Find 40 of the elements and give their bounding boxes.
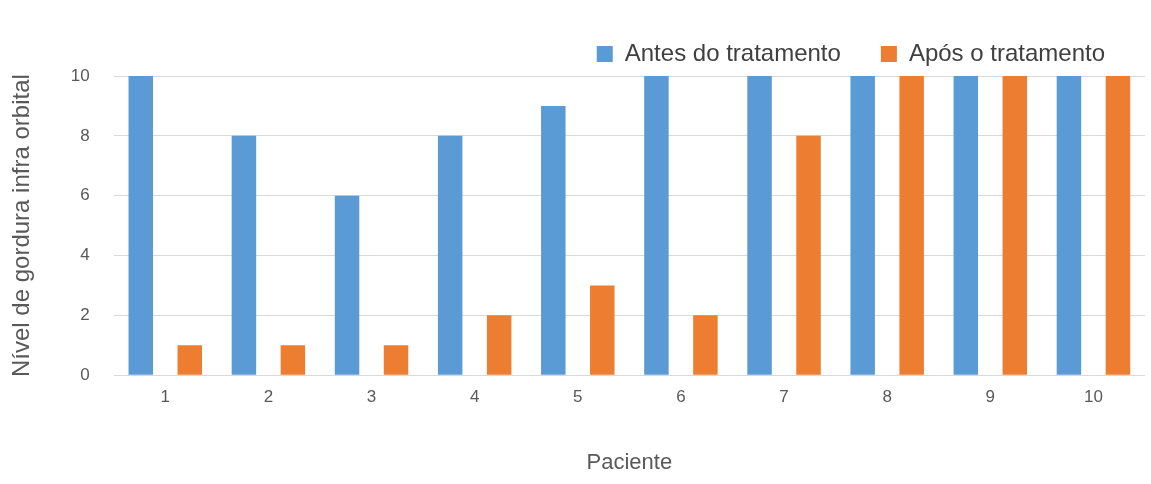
y-tick-label: 10 [70,65,90,85]
x-axis-title: Paciente [586,448,673,474]
bar [177,345,203,375]
x-tick-label: 7 [779,387,789,407]
x-tick-label: 9 [985,387,996,407]
x-tick-label: 5 [573,387,583,407]
legend-label: Antes do tratamento [624,38,841,66]
y-tick-label: 8 [80,125,90,145]
y-tick-label: 6 [80,185,90,205]
y-tick-label: 2 [80,305,90,325]
x-tick-label: 8 [882,387,892,407]
bar [1002,76,1028,375]
y-tick-label: 4 [80,245,90,265]
x-tick-label: 4 [469,387,480,407]
x-tick-label: 10 [1083,387,1103,407]
bar [644,76,669,375]
bar [850,76,875,375]
bar [953,76,979,375]
bar [899,76,924,375]
bar [231,135,257,375]
legend-label: Após o tratamento [908,38,1106,66]
y-tick-label: 0 [80,364,90,384]
x-tick-label: 6 [676,387,686,407]
bar [437,135,463,375]
x-tick-label: 1 [160,387,171,407]
bar [747,76,772,375]
x-tick-label: 3 [366,387,377,407]
bar [280,345,306,375]
bar [541,105,566,375]
bar [693,315,718,375]
x-tick-label: 2 [263,387,274,407]
bar [590,285,615,375]
y-axis-title: Nível de gordura infra orbital [7,74,35,378]
bar [383,345,409,375]
bar [1105,76,1131,375]
bar [486,315,512,375]
bar [334,195,360,375]
bar [1056,76,1082,375]
bar [796,135,821,375]
bar [128,76,154,375]
